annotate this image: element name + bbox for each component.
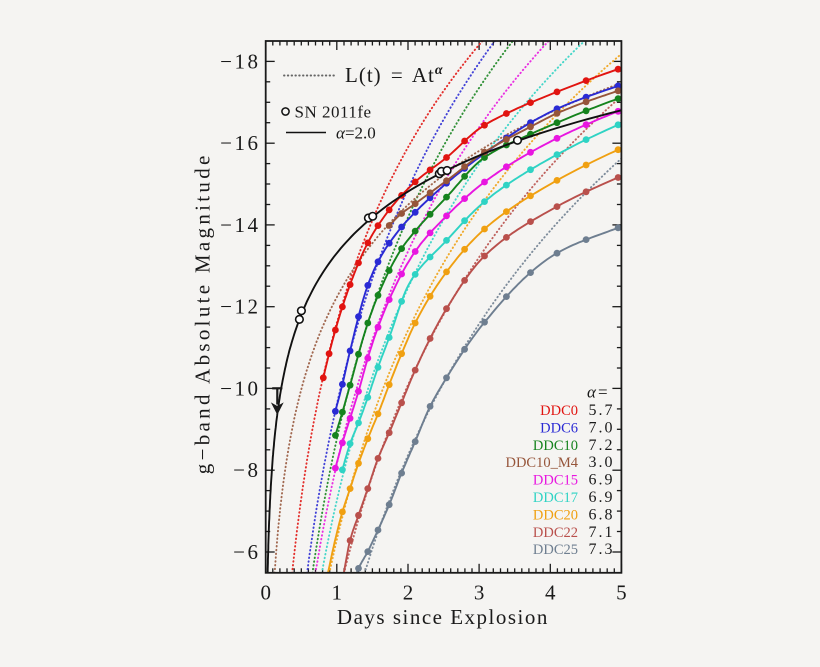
svg-text:6.9: 6.9 bbox=[589, 472, 615, 489]
svg-text:DDC22: DDC22 bbox=[533, 525, 578, 541]
svg-text:DDC17: DDC17 bbox=[533, 490, 578, 506]
svg-text:−18: −18 bbox=[220, 49, 260, 73]
svg-text:DDC10: DDC10 bbox=[533, 438, 578, 454]
svg-text:α=: α = bbox=[587, 383, 608, 402]
svg-text:SN 2011fe: SN 2011fe bbox=[295, 103, 372, 122]
svg-text:Days since Explosion: Days since Explosion bbox=[337, 605, 549, 629]
svg-text:6.8: 6.8 bbox=[589, 506, 615, 523]
svg-text:7.3: 7.3 bbox=[589, 541, 615, 558]
svg-text:α=2.0: α=2.0 bbox=[336, 124, 376, 143]
svg-text:L(t) = Atα: L(t) = Atα bbox=[345, 63, 444, 87]
svg-text:7.1: 7.1 bbox=[589, 524, 615, 541]
svg-text:5: 5 bbox=[616, 581, 627, 605]
svg-text:4: 4 bbox=[545, 581, 556, 605]
svg-text:5.7: 5.7 bbox=[589, 402, 615, 419]
svg-text:7.2: 7.2 bbox=[589, 437, 615, 454]
svg-text:DDC25: DDC25 bbox=[533, 542, 578, 558]
svg-text:3: 3 bbox=[474, 581, 485, 605]
svg-text:DDC6: DDC6 bbox=[540, 420, 578, 436]
svg-text:7.0: 7.0 bbox=[589, 419, 615, 436]
svg-text:−14: −14 bbox=[220, 213, 260, 237]
svg-text:−6: −6 bbox=[233, 540, 260, 564]
svg-text:0: 0 bbox=[260, 581, 271, 605]
svg-text:DDC0: DDC0 bbox=[540, 403, 578, 419]
svg-text:−16: −16 bbox=[220, 131, 260, 155]
svg-text:DDC10_M4: DDC10_M4 bbox=[505, 455, 578, 471]
svg-text:g−band Absolute Magnitude: g−band Absolute Magnitude bbox=[191, 152, 215, 474]
svg-text:DDC15: DDC15 bbox=[533, 473, 578, 489]
svg-text:DDC20: DDC20 bbox=[533, 507, 578, 523]
svg-text:1: 1 bbox=[332, 581, 343, 605]
svg-text:2: 2 bbox=[403, 581, 414, 605]
svg-text:−8: −8 bbox=[233, 458, 260, 482]
svg-text:6.9: 6.9 bbox=[589, 489, 615, 506]
svg-text:−10: −10 bbox=[220, 376, 260, 400]
svg-text:−12: −12 bbox=[220, 295, 260, 319]
svg-text:3.0: 3.0 bbox=[589, 454, 615, 471]
